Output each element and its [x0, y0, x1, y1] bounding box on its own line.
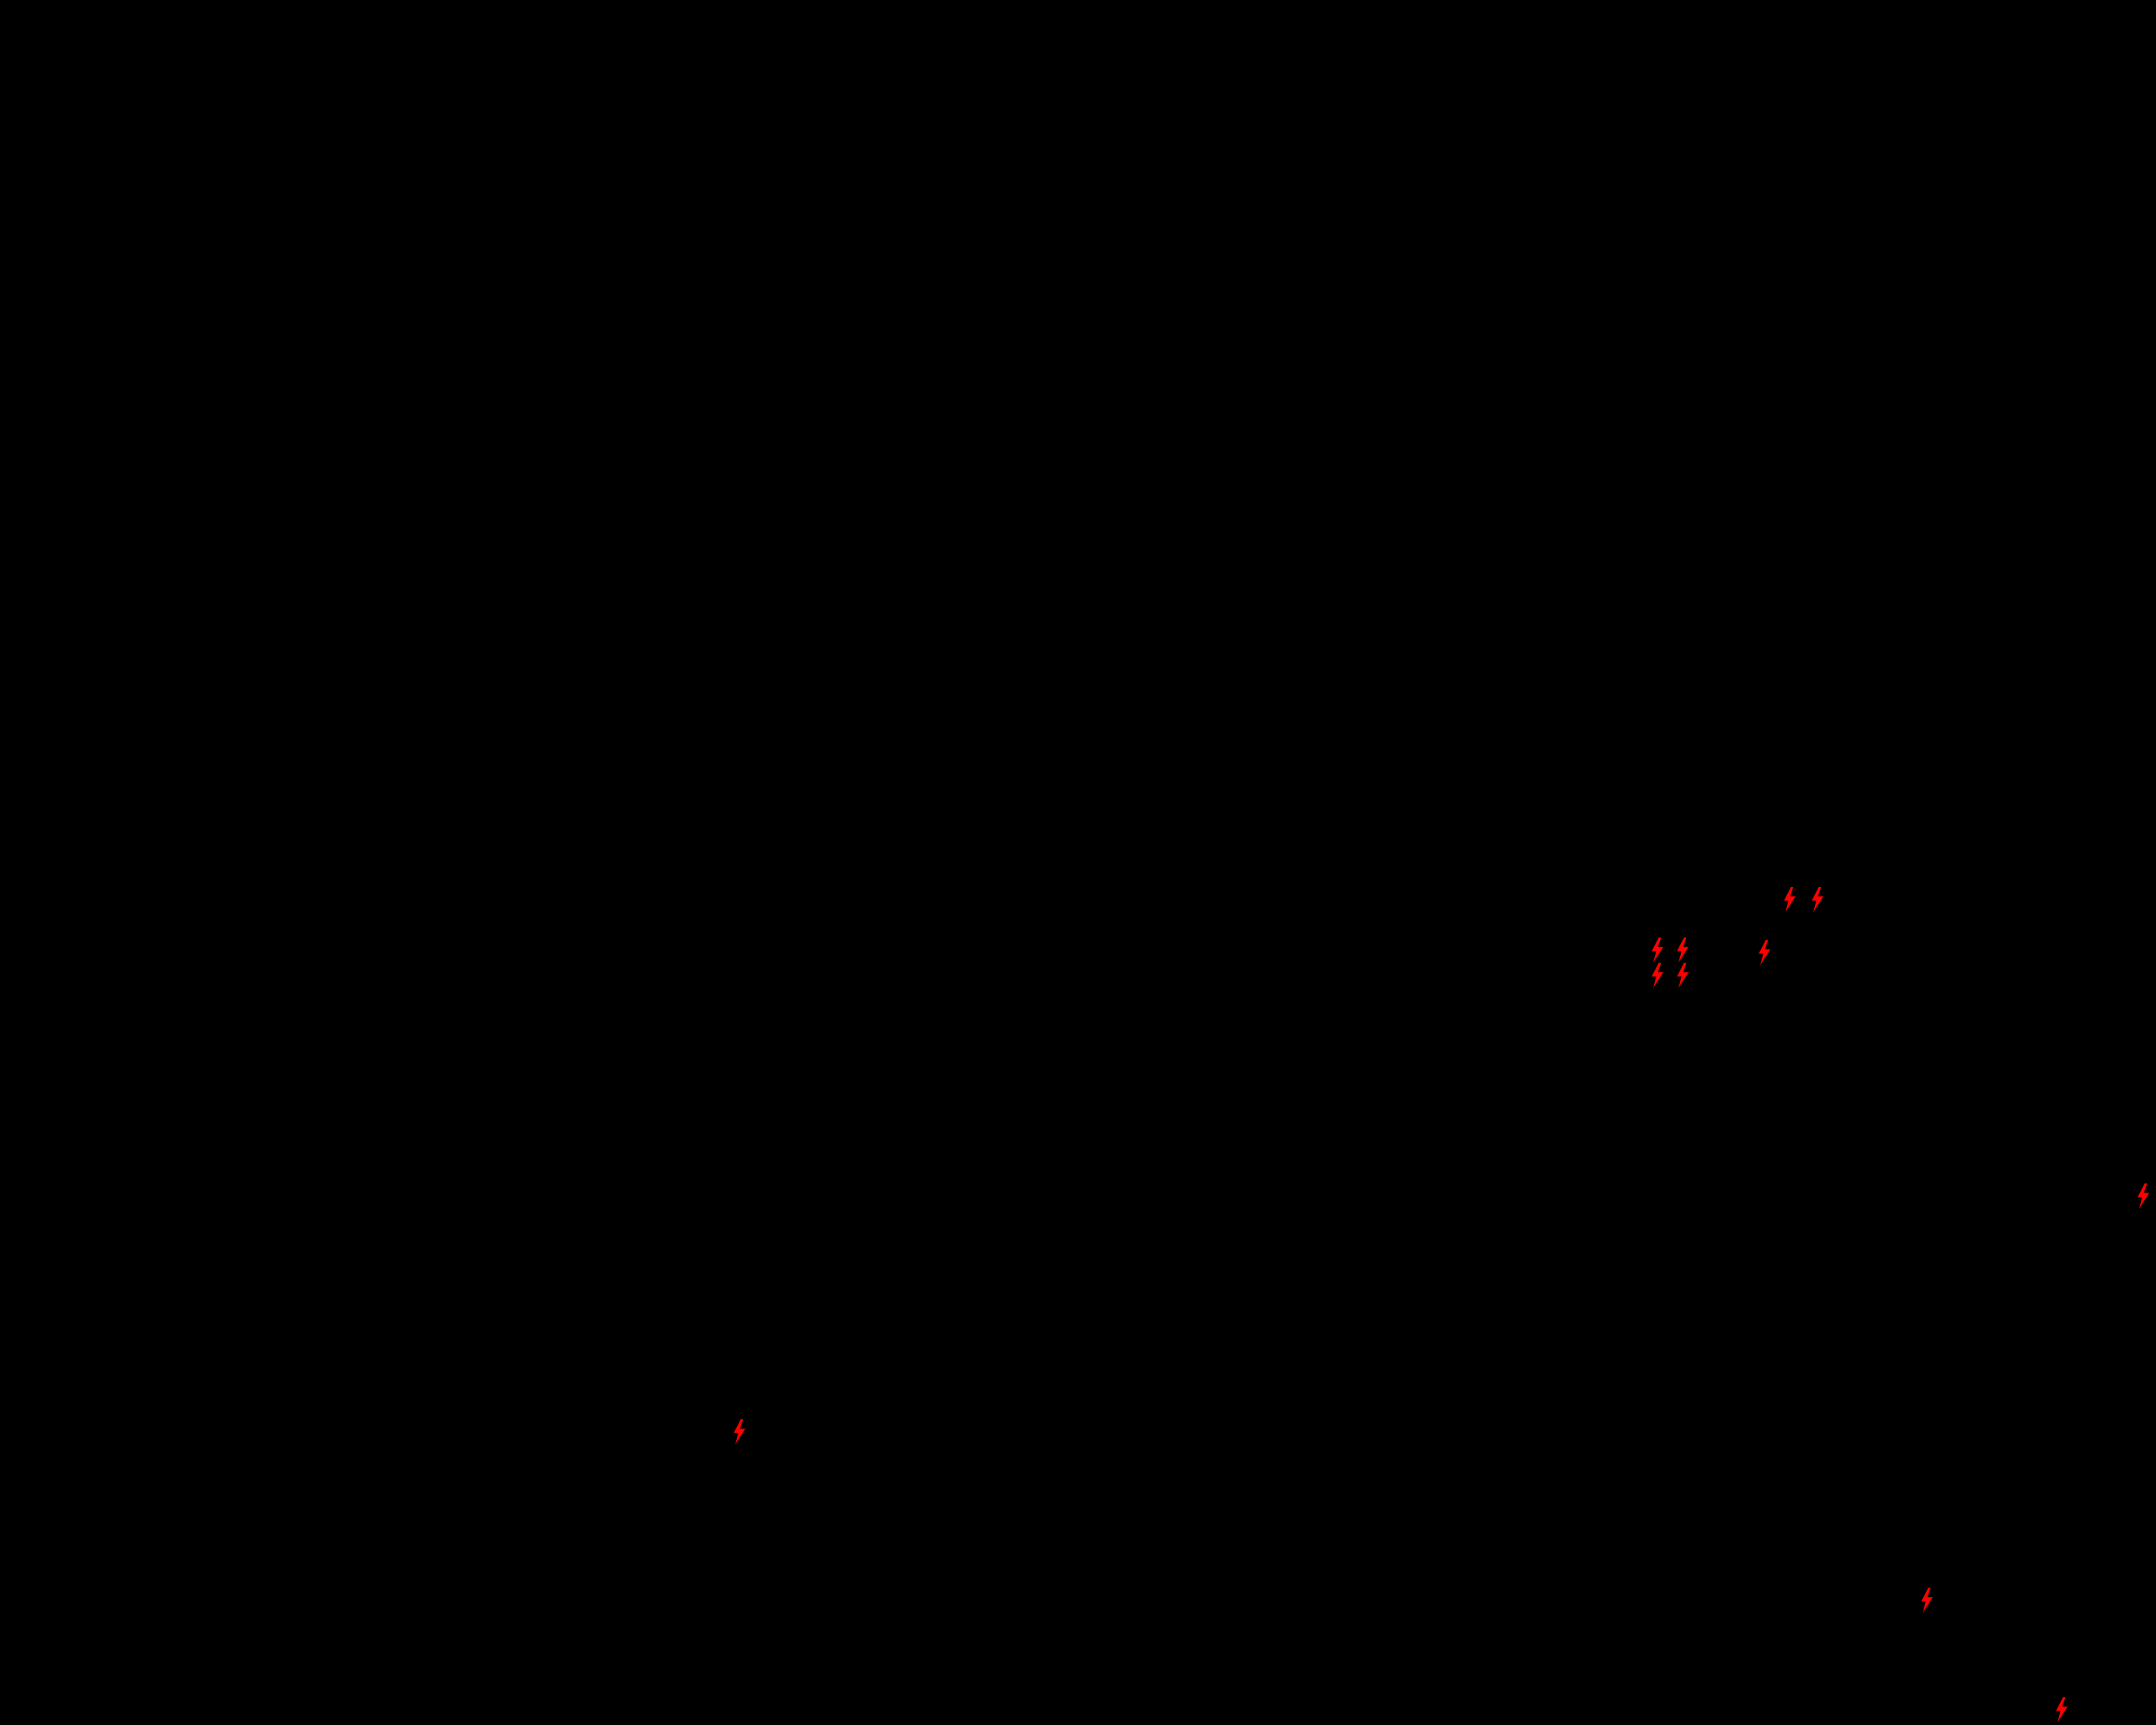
lightning-bolt-icon[interactable]	[1674, 937, 1691, 963]
lightning-bolt-icon[interactable]	[1919, 1588, 1935, 1613]
lightning-bolt-shape	[2137, 1183, 2149, 1209]
lightning-bolt-shape	[734, 1419, 745, 1445]
lightning-bolt-glyph	[1677, 963, 1689, 988]
lightning-bolt-shape	[1677, 963, 1689, 988]
lightning-bolt-icon[interactable]	[1674, 963, 1691, 988]
lightning-bolt-icon[interactable]	[731, 1419, 748, 1445]
lightning-bolt-glyph	[1652, 963, 1663, 988]
lightning-bolt-glyph	[734, 1419, 745, 1445]
lightning-bolt-shape	[1812, 887, 1823, 912]
lightning-bolt-shape	[2056, 1697, 2068, 1722]
lightning-bolt-shape	[1652, 937, 1663, 963]
lightning-bolt-glyph	[1758, 940, 1770, 965]
lightning-bolt-glyph	[2137, 1183, 2149, 1209]
lightning-bolt-shape	[1758, 940, 1770, 965]
lightning-bolt-glyph	[1921, 1588, 1933, 1613]
lightning-bolt-glyph	[1677, 937, 1689, 963]
lightning-bolt-icon[interactable]	[1781, 887, 1798, 912]
lightning-bolt-icon[interactable]	[2135, 1183, 2152, 1209]
lightning-bolt-shape	[1677, 937, 1689, 963]
lightning-bolt-shape	[1784, 887, 1796, 912]
lightning-bolt-icon[interactable]	[1756, 940, 1773, 965]
lightning-bolt-icon[interactable]	[2053, 1697, 2070, 1722]
lightning-bolt-glyph	[1784, 887, 1796, 912]
lightning-bolt-shape	[1652, 963, 1663, 988]
lightning-bolt-icon[interactable]	[1809, 887, 1826, 912]
lightning-bolt-icon[interactable]	[1649, 937, 1666, 963]
lightning-bolt-glyph	[1652, 937, 1663, 963]
lightning-bolt-glyph	[2056, 1697, 2068, 1722]
lightning-bolt-shape	[1921, 1588, 1933, 1613]
lightning-bolt-icon[interactable]	[1649, 963, 1666, 988]
lightning-bolt-glyph	[1812, 887, 1823, 912]
